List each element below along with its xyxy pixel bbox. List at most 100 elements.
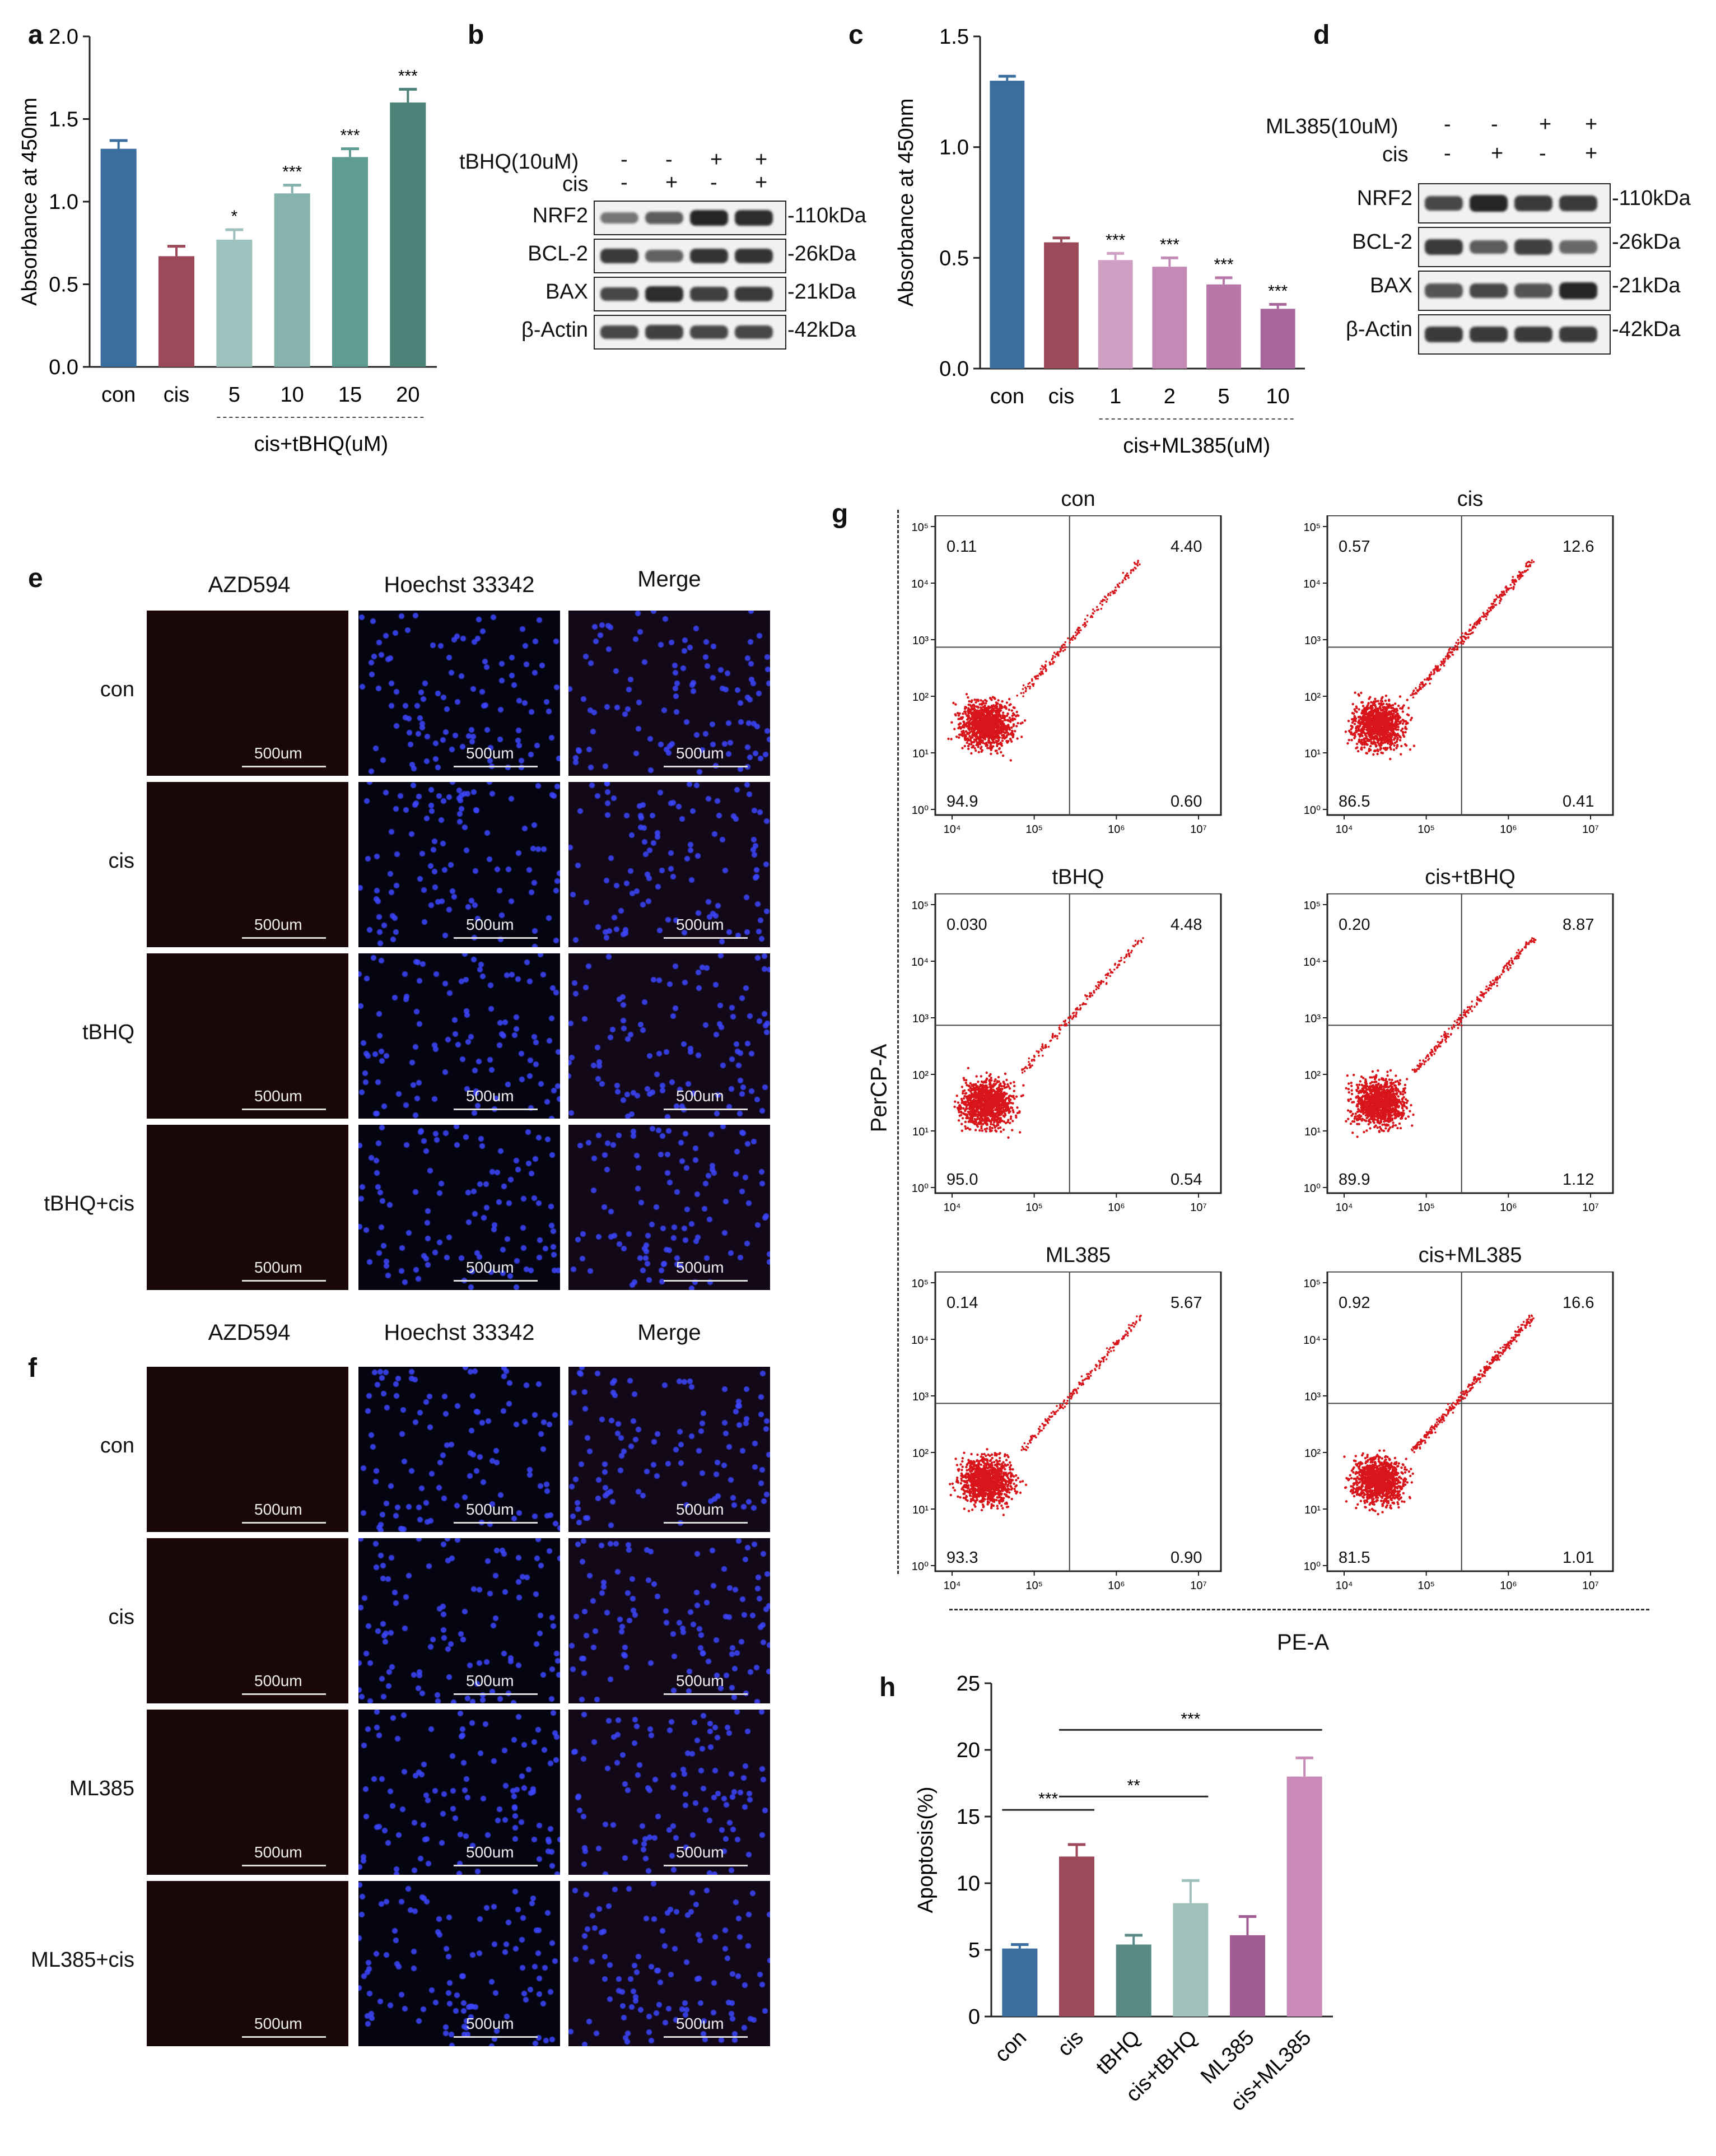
facs-event: [982, 1097, 985, 1100]
facs-event: [971, 734, 974, 737]
facs-event: [1461, 639, 1463, 641]
facs-y-tick-label: 10¹: [912, 748, 929, 760]
facs-quadrant-lr-value: 0.54: [1171, 1171, 1202, 1189]
facs-event: [1078, 627, 1081, 629]
facs-frame: [934, 893, 1222, 1194]
micro-e-image: 500um: [568, 1125, 770, 1290]
micro-e-row-label: con: [100, 678, 134, 701]
facs-event: [964, 735, 967, 738]
facs-event: [1009, 719, 1013, 721]
facs-event: [993, 1121, 996, 1124]
facs-event: [1373, 720, 1377, 723]
facs-event: [972, 719, 976, 722]
facs-event: [1000, 744, 1003, 747]
micro-e-row-label: cis: [108, 849, 134, 873]
facs-event: [992, 1119, 995, 1122]
facs-event: [955, 735, 958, 738]
facs-event: [1015, 1095, 1018, 1098]
facs-quadrant-ul-value: 0.57: [1339, 538, 1370, 556]
facs-y-tick-label: 10⁵: [1303, 521, 1321, 534]
facs-event: [982, 742, 985, 744]
facs-event: [962, 1092, 964, 1095]
micro-f-col-1: AZD594: [208, 1320, 291, 1345]
facs-event: [983, 1094, 987, 1097]
facs-event: [1009, 1082, 1012, 1084]
facs-event: [1100, 608, 1103, 610]
facs-event: [972, 1103, 974, 1106]
micro-f-image: 500um: [358, 1538, 560, 1703]
facs-event: [1526, 561, 1529, 564]
facs-event: [1455, 641, 1457, 644]
facs-event: [992, 1103, 995, 1106]
facs-event: [974, 1110, 977, 1112]
facs-event: [1058, 1032, 1061, 1035]
blot-d-cis-sign-2: +: [1491, 142, 1504, 165]
facs-event: [1008, 697, 1011, 701]
facs-event: [1079, 1008, 1081, 1010]
blot-band: [1514, 239, 1552, 255]
facs-event: [1002, 1120, 1006, 1123]
facs-y-tick-label: 10¹: [1304, 1126, 1321, 1138]
facs-event: [994, 1078, 997, 1081]
facs-event: [962, 1107, 965, 1110]
facs-event: [1050, 1039, 1052, 1042]
blot-band-strip: [1418, 271, 1611, 311]
facs-event: [1384, 695, 1388, 697]
facs-event: [964, 1110, 967, 1112]
facs-event: [1391, 718, 1393, 721]
facs-event: [974, 1114, 977, 1117]
facs-event: [1402, 719, 1405, 722]
facs-event: [1126, 572, 1129, 575]
facs-event: [1374, 716, 1377, 719]
facs-event: [1430, 673, 1433, 676]
facs-y-tick-label: 10⁴: [911, 578, 929, 590]
facs-event: [1406, 699, 1409, 701]
facs-event: [996, 1089, 1000, 1092]
facs-event: [1067, 1016, 1070, 1019]
facs-event: [1384, 738, 1387, 741]
facs-event: [1379, 705, 1382, 708]
h-x-tick-label: con: [990, 2026, 1031, 2067]
scale-bar: [454, 1693, 538, 1695]
facs-event: [1044, 1044, 1047, 1046]
facs-event: [1065, 1023, 1067, 1025]
facs-event: [1522, 571, 1524, 574]
facs-quadrant-ul-value: 0.030: [946, 916, 987, 934]
facs-event: [1015, 710, 1018, 714]
facs-event: [1430, 678, 1432, 680]
facs-x-tick-label: 10⁵: [1025, 823, 1043, 836]
facs-event: [1525, 564, 1528, 567]
facs-event: [1395, 747, 1398, 749]
facs-event: [982, 719, 985, 722]
facs-event: [1397, 734, 1400, 737]
facs-event: [988, 711, 991, 715]
facs-event: [957, 727, 960, 730]
facs-event: [1000, 1099, 1003, 1102]
facs-event: [1060, 1024, 1063, 1026]
facs-event: [1105, 982, 1108, 985]
facs-event: [1373, 704, 1376, 707]
facs-x-axis-dashed-guide: [949, 1609, 1649, 1610]
facs-event: [1006, 1121, 1009, 1124]
blot-row-label: BAX: [545, 280, 588, 304]
facs-event: [1002, 1091, 1005, 1094]
facs-event: [1464, 632, 1466, 635]
facs-event: [1127, 949, 1130, 952]
blot-d-treat-label: ML385(10uM): [1266, 115, 1398, 138]
facs-frame: [934, 515, 1222, 816]
facs-event: [1359, 1080, 1361, 1083]
facs-event: [1377, 713, 1379, 715]
micro-e-image: 500um: [568, 611, 770, 776]
facs-event: [1434, 665, 1437, 667]
facs-x-tick-label: 10⁶: [1108, 823, 1125, 836]
facs-event: [972, 741, 976, 743]
facs-event: [1053, 661, 1055, 663]
facs-event: [1015, 725, 1018, 728]
facs-event: [1011, 719, 1014, 722]
facs-event: [1024, 686, 1027, 689]
facs-event: [992, 726, 996, 729]
c-bar: [1152, 267, 1187, 369]
facs-event: [1368, 739, 1371, 742]
facs-event: [996, 1111, 999, 1114]
